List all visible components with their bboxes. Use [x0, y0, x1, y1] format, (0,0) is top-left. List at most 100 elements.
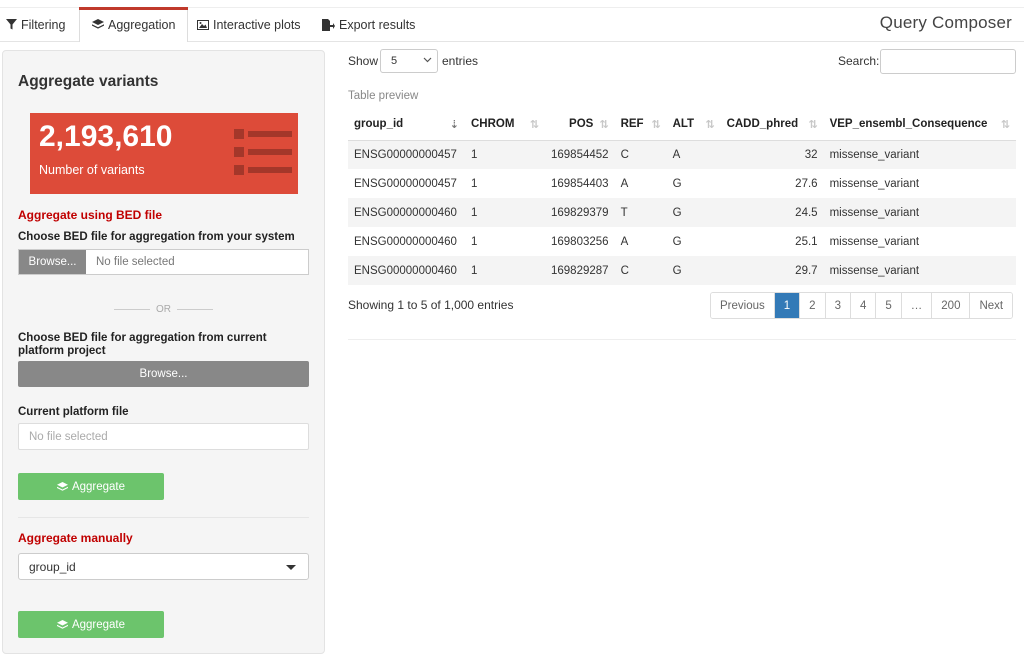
chevron-down-icon	[423, 55, 432, 66]
tab-filtering[interactable]: Filtering	[6, 7, 65, 42]
cell-cadd: 29.7	[720, 256, 824, 285]
tab-label: Interactive plots	[213, 17, 301, 32]
variant-count-label: Number of variants	[39, 163, 145, 177]
cell-chrom: 1	[471, 235, 478, 248]
cell-consequence: missense_variant	[823, 140, 1016, 169]
layers-icon	[92, 19, 104, 30]
sort-asc-icon: ⇣	[449, 119, 459, 132]
aggregate-bed-button[interactable]: Aggregate	[18, 473, 164, 500]
cell-cadd: 27.6	[795, 177, 818, 190]
cell-alt: G	[666, 256, 721, 285]
table-header-row: group_id ⇣ CHROM ⇅ ⇅ POS REF ⇅ ALT ⇅ CADD_phr…	[348, 110, 1016, 141]
layers-icon	[56, 619, 68, 630]
cell-group-id: ENSG00000000460	[354, 235, 457, 248]
platform-browse-button[interactable]: Browse...	[18, 361, 309, 387]
variants-table: group_id ⇣ CHROM ⇅ ⇅ POS REF ⇅ ALT ⇅ CADD_phr…	[348, 110, 1016, 285]
cell-consequence: missense_variant	[829, 235, 920, 248]
variant-count-valuebox: 2,193,610 Number of variants	[30, 113, 298, 194]
table-caption: Table preview	[348, 90, 419, 102]
page-1[interactable]: 1	[774, 293, 801, 318]
table-bottom-divider	[348, 339, 1016, 340]
section-divider	[18, 517, 309, 518]
variant-count: 2,193,610	[39, 120, 173, 153]
cell-ref: C	[614, 140, 667, 169]
cell-cadd: 32	[720, 140, 824, 169]
show-label: Show	[348, 54, 379, 68]
table-row[interactable]: ENSG00000000460 1 169829379 T G 24.5 mis…	[348, 198, 1016, 227]
bed-local-file-input[interactable]: Browse... No file selected	[18, 249, 309, 275]
table-row[interactable]: ENSG00000000457 1 169854403 A G 27.6 mis…	[348, 169, 1016, 198]
cell-pos: 169829379	[545, 198, 615, 227]
column-header[interactable]: CADD_phred ⇅	[720, 110, 824, 141]
cell-ref: T	[614, 198, 667, 227]
entries-label: entries	[442, 54, 479, 68]
tab-label: Filtering	[21, 17, 66, 32]
column-header[interactable]: group_id ⇣	[348, 110, 465, 141]
page-200[interactable]: 200	[932, 293, 971, 318]
current-file-label: Current platform file	[18, 406, 129, 418]
current-file-field[interactable]: No file selected	[18, 423, 309, 450]
tab-label: Aggregation	[108, 17, 176, 32]
page-next[interactable]: Next	[970, 293, 1013, 318]
table-row[interactable]: ENSG00000000457 1 169854452 C A 32 misse…	[348, 140, 1016, 169]
cell-pos: 169854452	[545, 140, 615, 169]
table-row[interactable]: ENSG00000000460 1 169803256 A G 25.1 mis…	[348, 227, 1016, 256]
tab-interactive-plots[interactable]: Interactive plots	[197, 7, 301, 42]
button-label: Aggregate	[71, 618, 126, 631]
cell-alt: A	[666, 140, 721, 169]
page-4[interactable]: 4	[850, 293, 877, 318]
page-ellipsis: …	[901, 293, 933, 318]
cell-consequence: missense_variant	[829, 177, 920, 190]
cell-alt: G	[666, 198, 721, 227]
cell-group-id: ENSG00000000460	[348, 256, 465, 285]
cell-group-id: ENSG00000000460	[348, 198, 465, 227]
cell-group-id: ENSG00000000457	[354, 177, 457, 190]
page-5[interactable]: 5	[876, 293, 902, 318]
aggregate-manual-button[interactable]: Aggregate	[18, 611, 164, 638]
table-info: Showing 1 to 5 of 1,000 entries	[348, 298, 514, 312]
manual-section-heading: Aggregate manually	[18, 531, 133, 545]
browse-button[interactable]: Browse...	[19, 250, 86, 274]
cell-chrom: 1	[465, 256, 545, 285]
page-previous[interactable]: Previous	[711, 293, 775, 318]
cell-consequence: missense_variant	[823, 256, 1016, 285]
search-label: Search:	[838, 54, 880, 68]
app-title: Query Composer	[879, 13, 1012, 32]
cell-pos: 169854403	[551, 177, 609, 190]
page-2[interactable]: 2	[800, 293, 826, 318]
pagination: Previous 1 2 3 4 5 … 200 Next	[710, 292, 1014, 319]
caret-down-icon	[286, 565, 296, 570]
cell-pos: 169803256	[551, 235, 609, 248]
entries-per-page-select[interactable]: 5	[380, 49, 438, 73]
sort-icon: ⇅	[529, 119, 539, 132]
image-icon	[197, 19, 209, 30]
sidebar-title: Aggregate variants	[18, 73, 159, 90]
cell-consequence: missense_variant	[823, 198, 1016, 227]
search-input[interactable]	[880, 49, 1016, 74]
table-row[interactable]: ENSG00000000460 1 169829287 C G 29.7 mis…	[348, 256, 1016, 285]
group-by-select[interactable]: group_id	[18, 553, 309, 580]
filter-icon	[6, 19, 17, 30]
cell-cadd: 24.5	[720, 198, 824, 227]
cell-ref: A	[620, 235, 629, 248]
column-header[interactable]: VEP_ensembl_Consequence ⇅	[823, 110, 1016, 141]
button-label: Aggregate	[71, 480, 126, 493]
tab-aggregation[interactable]: Aggregation	[79, 7, 189, 42]
bed-local-label: Choose BED file for aggregation from you…	[18, 231, 295, 243]
layers-icon	[56, 481, 68, 492]
column-header[interactable]: ALT ⇅	[666, 110, 721, 141]
sort-icon: ⇅	[808, 119, 818, 132]
tab-export-results[interactable]: Export results	[322, 7, 415, 42]
cell-alt: G	[672, 177, 682, 190]
cell-group-id: ENSG00000000457	[348, 140, 465, 169]
column-header[interactable]: REF ⇅	[614, 110, 667, 141]
top-border	[0, 7, 1024, 8]
column-header[interactable]: CHROM ⇅	[465, 110, 545, 141]
file-export-icon	[322, 18, 335, 31]
cell-chrom: 1	[465, 198, 545, 227]
or-divider: OR	[18, 304, 309, 315]
sort-icon: ⇅	[651, 119, 661, 132]
column-header[interactable]: ⇅ POS	[545, 110, 615, 141]
tab-label: Export results	[339, 17, 416, 32]
page-3[interactable]: 3	[825, 293, 851, 318]
